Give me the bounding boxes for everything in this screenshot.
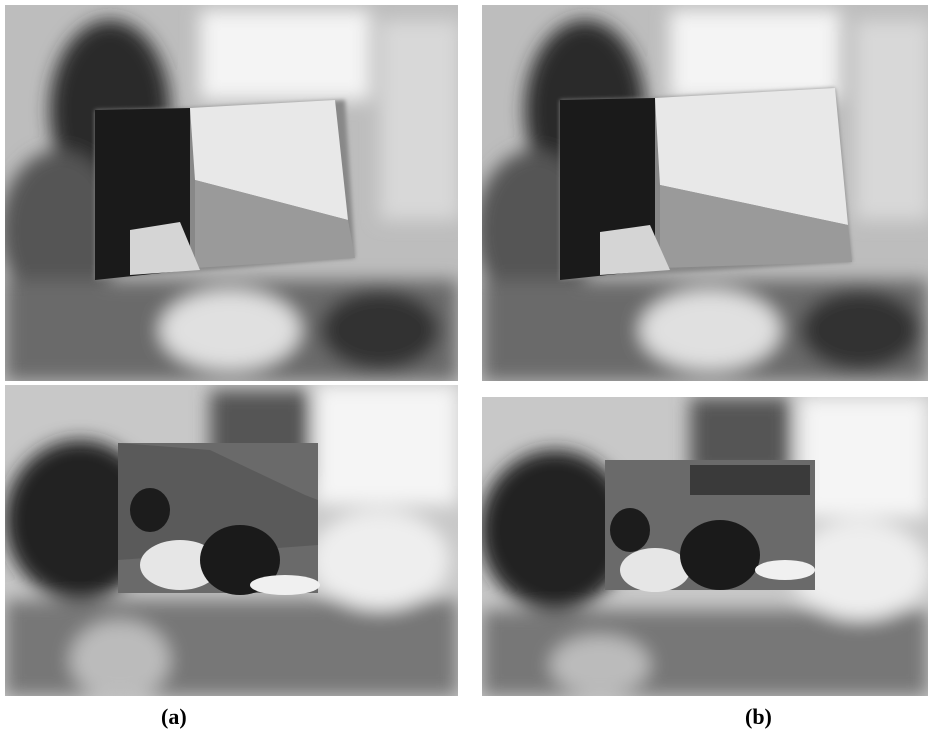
panel-bottom-left bbox=[5, 385, 458, 700]
caption: (a) bbox=[161, 704, 187, 730]
figure: (a) (b) bbox=[0, 0, 929, 738]
panel-top-right bbox=[475, 5, 929, 381]
panel-top-left bbox=[0, 5, 460, 381]
image-panels bbox=[0, 0, 929, 700]
panel-bottom-right bbox=[480, 397, 929, 696]
caption: (b) bbox=[745, 704, 772, 730]
